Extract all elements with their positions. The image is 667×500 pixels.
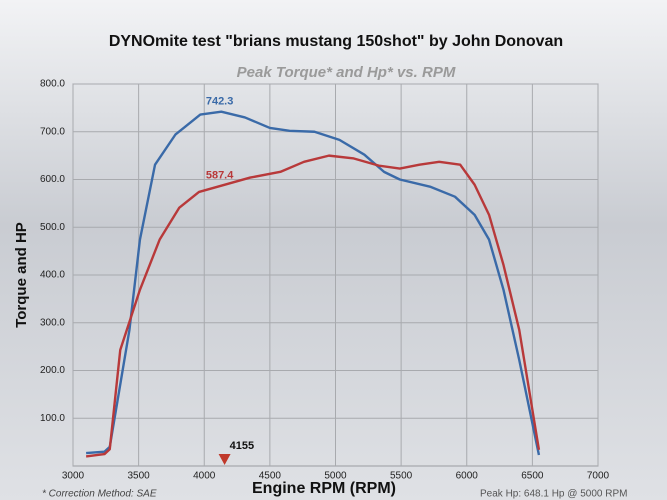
x-tick-label: 3000 xyxy=(62,471,85,482)
value-note: 742.3 xyxy=(206,95,234,107)
y-tick-label: 700.0 xyxy=(40,126,65,137)
x-tick-label: 6500 xyxy=(521,471,544,482)
plot-area: 100.0 200.0 300.0 400.0 500.0 600.0 700.0 800.0… xyxy=(40,79,610,482)
value-note: 587.4 xyxy=(206,169,234,181)
x-tick-label: 4000 xyxy=(193,471,216,482)
series-line xyxy=(86,110,541,456)
y-tick-label: 500.0 xyxy=(40,222,65,233)
chart-subtitle: Peak Torque* and Hp* vs. RPM xyxy=(237,64,456,81)
y-tick-label: 800.0 xyxy=(40,79,65,90)
series-line xyxy=(85,154,541,458)
rpm-marker xyxy=(218,454,231,465)
x-tick-label: 5000 xyxy=(324,471,347,482)
x-tick-label: 4500 xyxy=(259,471,282,482)
y-tick-label: 600.0 xyxy=(40,174,65,185)
y-tick-label: 400.0 xyxy=(40,270,65,281)
x-tick-label: 5500 xyxy=(390,471,413,482)
x-tick-label: 7000 xyxy=(587,471,610,482)
chart-title: DYNOmite test "brians mustang 150shot" b… xyxy=(109,33,563,50)
y-axis-label: Torque and HP xyxy=(13,222,30,328)
y-tick-label: 300.0 xyxy=(40,317,65,328)
y-tick-label: 200.0 xyxy=(40,365,65,376)
footnote: * Correction Method: SAE xyxy=(42,489,157,500)
y-tick-label: 100.0 xyxy=(40,413,65,424)
rpm-marker-label: 4155 xyxy=(230,440,254,452)
x-axis-label: Engine RPM (RPM) xyxy=(252,480,396,497)
peak-note: Peak Hp: 648.1 Hp @ 5000 RPM xyxy=(480,489,627,500)
x-tick-label: 3500 xyxy=(128,471,151,482)
x-tick-label: 6000 xyxy=(456,471,479,482)
